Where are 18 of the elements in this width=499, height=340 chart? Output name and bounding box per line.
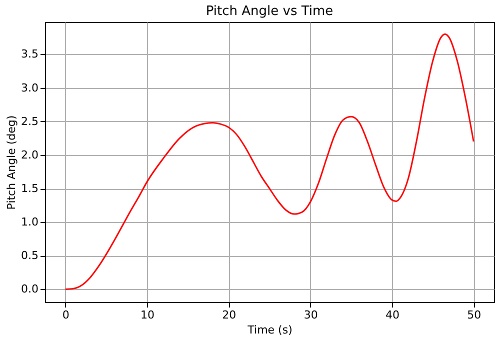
y-tick-label: 2.0	[21, 148, 38, 162]
y-tick-label: 1.0	[21, 216, 38, 229]
y-tick-label: 2.5	[21, 114, 38, 128]
y-axis-title: Pitch Angle (deg)	[5, 115, 18, 210]
x-tick-label: 50	[467, 308, 482, 322]
y-tick-label: 1.5	[21, 182, 38, 196]
x-tick-label: 20	[222, 308, 236, 322]
x-tick-label: 10	[140, 308, 155, 322]
x-tick-label: 40	[385, 308, 400, 322]
y-tick-label: 3.5	[21, 48, 38, 61]
x-axis-title: Time (s)	[246, 324, 292, 336]
y-tick-label: 0.0	[21, 282, 38, 296]
y-tick-label: 0.5	[21, 249, 38, 262]
chart-title: Pitch Angle vs Time	[206, 4, 334, 19]
y-tick-label: 3.0	[21, 81, 38, 94]
x-tick-label: 30	[304, 308, 318, 322]
line-series	[64, 33, 474, 290]
x-tick-label: 0	[62, 308, 70, 322]
